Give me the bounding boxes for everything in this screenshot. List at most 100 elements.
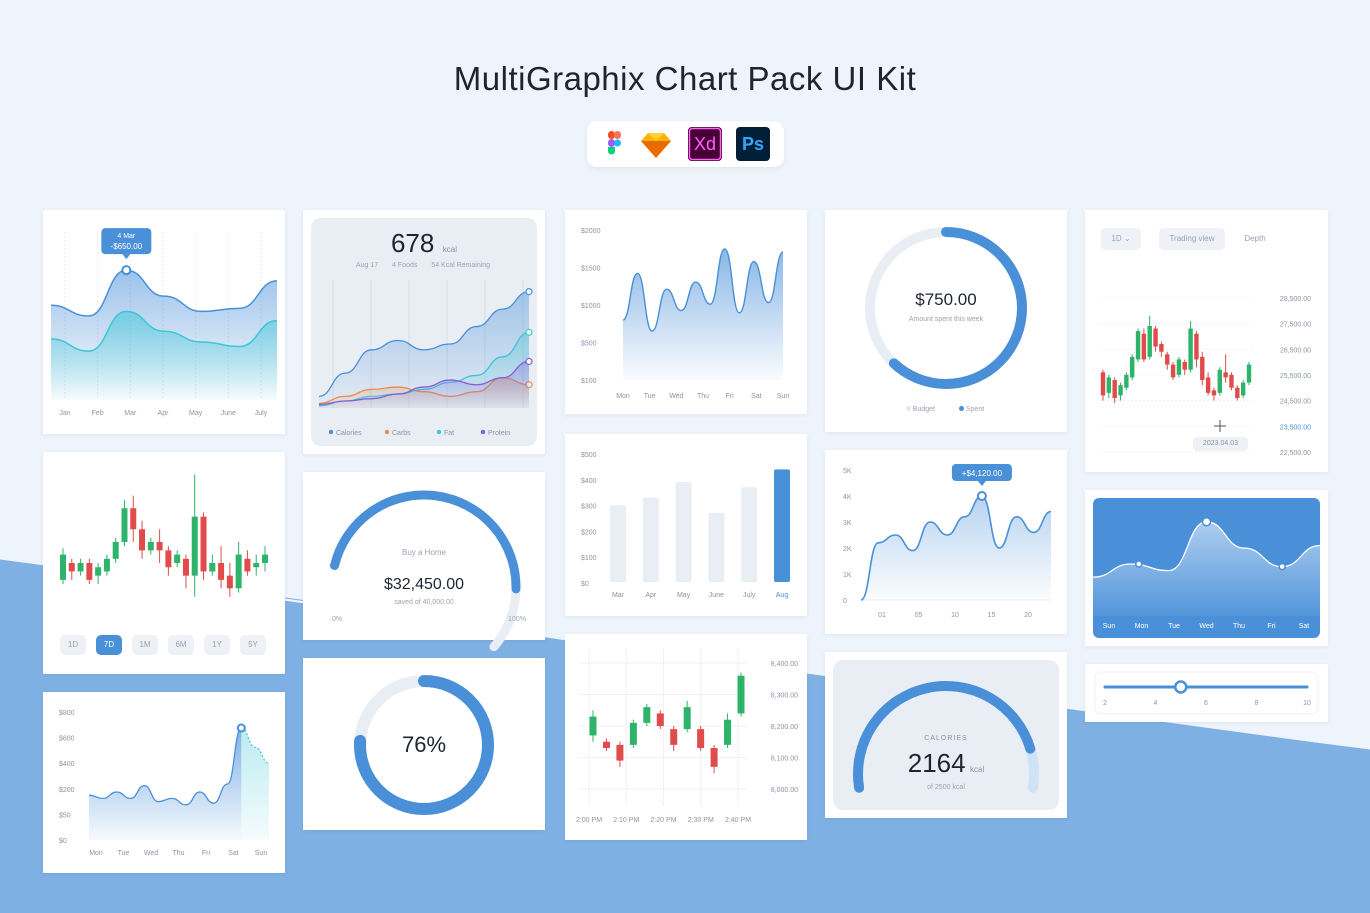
candle-body [1141, 333, 1147, 360]
candle-body [724, 719, 732, 745]
y-tick-label: 8,000.00 [771, 787, 798, 794]
candle-body [737, 675, 745, 714]
chart-calories [853, 681, 1039, 793]
tooltip-value: +$4,120.00 [962, 469, 1003, 478]
candle-body [1159, 344, 1164, 352]
meta-date: Aug 17 [355, 262, 379, 269]
range-button-1m[interactable]: 1M [132, 635, 158, 655]
chart-intraday: 8,400.00 8,300.00 8,200.00 8,100.00 8,000.00… [576, 648, 798, 824]
x-tick-label: Apr [645, 592, 657, 599]
series-area [89, 728, 242, 840]
candle-body [253, 563, 260, 568]
chart-weekly-spike: $800 $600 $400 $200 $50 $0 Mon Tue Wed Thu Fri Sat S… [59, 710, 270, 857]
y-tick-label: 25,500.00 [1280, 373, 1311, 380]
page-title: MultiGraphix Chart Pack UI Kit [453, 60, 917, 97]
x-tick-label: Mon [616, 393, 630, 400]
series-end-point [525, 357, 533, 366]
bar-july [741, 487, 758, 582]
candle-body [77, 563, 84, 572]
candle-body [218, 563, 225, 580]
y-tick-label: 22,500.00 [1280, 450, 1311, 457]
chart-trading: 28,500.00 27,500.00 26,500.00 25,500.00 24,5… [1099, 296, 1311, 457]
x-tick-label: 05 [915, 612, 923, 619]
y-tick-label: 24,500.00 [1280, 399, 1311, 406]
x-tick-label: Thu [697, 393, 709, 400]
legend-budget-dot [905, 406, 911, 411]
candle-body [262, 554, 268, 564]
y-tick-label: $0 [59, 838, 67, 845]
candle-body [1100, 372, 1106, 396]
tooltip-value: -$650.00 [111, 242, 143, 251]
legend-dot [328, 429, 334, 435]
tooltip-arrow [977, 481, 986, 486]
x-tick-label: 2:10 PM [613, 817, 639, 824]
x-tick-label: Mar [612, 592, 625, 599]
card-weekday-wave: Sun Mon Tue Wed Thu Fri Sat [1085, 490, 1328, 646]
range-button-1d[interactable]: 1D [60, 635, 86, 655]
y-tick-label: $2000 [581, 228, 601, 235]
tab-depth[interactable]: Depth [1244, 234, 1266, 243]
calories-label: CALORIES [924, 735, 968, 742]
card-gauge-home: Buy a Home $32,450.00 saved of 40,000.00… [303, 472, 545, 652]
series-area [1093, 521, 1320, 616]
candle-body [670, 729, 678, 745]
series-end-point [525, 328, 533, 336]
series-area [861, 496, 1051, 600]
slider-tick-label: 8 [1255, 700, 1259, 707]
candle-body [1240, 382, 1246, 396]
y-tick-label: 23,500.00 [1280, 424, 1311, 431]
legend-budget: Budget [912, 406, 935, 413]
x-tick-label: Wed [144, 850, 158, 857]
range-button-1y[interactable]: 1Y [204, 635, 230, 655]
x-tick-label: Mon [89, 850, 103, 857]
candle-body [1153, 328, 1158, 347]
chart-nutrition: Calories Carbs Fat Protein [318, 280, 533, 437]
candle-body [1246, 364, 1252, 383]
tab-trading-view[interactable]: Trading view [1159, 228, 1225, 250]
candle-body [683, 707, 691, 730]
legend-spent-dot [958, 406, 964, 411]
candle-body [60, 554, 66, 580]
range-button-5y[interactable]: 5Y [240, 635, 266, 655]
card-weekly-spike: $800 $600 $400 $200 $50 $0 Mon Tue Wed Thu Fri Sat S… [43, 692, 285, 873]
chart-line-spike: 5K 4K 3K 2K 1K 0 01 05 10 15 20 +$4,120.00 [843, 464, 1052, 619]
range-button-7d[interactable]: 7D [96, 635, 122, 655]
card-candles-7d: 1D 7D 1M 6M 1Y 5Y [43, 452, 285, 674]
gauge-max: 100% [508, 616, 526, 623]
x-tick-label: July [255, 410, 268, 417]
x-tick-label: Fri [202, 850, 211, 857]
budget-value: $750.00 [915, 290, 977, 309]
calories-sub: of 2500 kcal [927, 784, 965, 791]
candle-body [68, 563, 75, 572]
kcal-unit: kcal [442, 245, 458, 254]
candle-body [147, 541, 154, 551]
candle-body [602, 741, 610, 748]
y-tick-label: $500 [581, 452, 597, 459]
bar-june [708, 512, 725, 582]
bar-aug [774, 469, 790, 582]
x-tick-label: 2:30 PM [688, 817, 714, 824]
candle-body [1124, 374, 1129, 388]
x-tick-label: Apr [158, 410, 170, 417]
candle-body [616, 744, 624, 761]
y-tick-label: $50 [59, 812, 71, 819]
slider-track[interactable]: 2 4 6 8 10 [1085, 664, 1328, 722]
peak-point [236, 723, 246, 733]
candle-body [156, 541, 163, 551]
slider-panel [1094, 671, 1319, 715]
x-tick-label: Fri [726, 393, 735, 400]
candle-body [244, 558, 251, 572]
date-label: 2023.04.03 [1193, 437, 1248, 451]
range-button-6m[interactable]: 6M [168, 635, 194, 655]
candle-body [1135, 331, 1141, 360]
kcal-value: 678 [390, 228, 435, 258]
tooltip-arrow [122, 254, 131, 260]
x-tick-label: June [221, 410, 236, 417]
legend-spent: Spent [965, 406, 985, 413]
chart-gauge-home [330, 490, 521, 652]
y-tick-label: 8,200.00 [771, 724, 798, 731]
candle-body [182, 558, 189, 576]
x-tick-label: Wed [1199, 623, 1213, 630]
chart-ring-76 [354, 675, 494, 815]
timeframe-select[interactable]: 1D ⌄ [1101, 228, 1141, 250]
